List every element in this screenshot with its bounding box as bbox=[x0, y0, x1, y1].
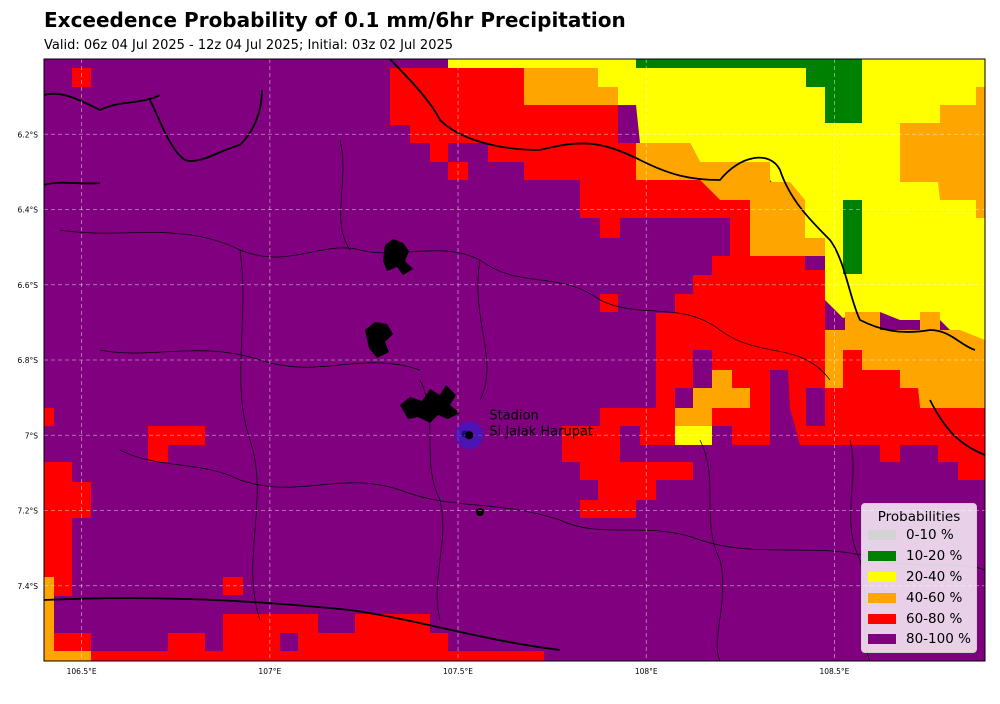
lat-tick-label: 6.8°S bbox=[18, 356, 39, 365]
gridlines bbox=[44, 59, 985, 661]
lon-tick-label: 107.5°E bbox=[443, 667, 473, 676]
legend-swatch bbox=[868, 571, 896, 582]
station-label-line1: Stadion bbox=[489, 408, 538, 423]
legend-item: 80-100 % bbox=[862, 629, 976, 650]
legend-items: 0-10 % 10-20 % 20-40 % 40-60 % 60-80 % 80-100… bbox=[862, 525, 976, 650]
legend-label: 60-80 % bbox=[906, 610, 963, 627]
legend-item: 40-60 % bbox=[862, 587, 976, 608]
region-20-40-spot bbox=[675, 426, 712, 445]
legend-swatch bbox=[868, 551, 896, 562]
region-40-60-sw2 bbox=[44, 614, 91, 661]
lat-tick-label: 6.2°S bbox=[18, 130, 39, 139]
legend-label: 10-20 % bbox=[906, 548, 963, 565]
legend-label: 0-10 % bbox=[906, 527, 954, 544]
legend-title: Probabilities bbox=[877, 509, 961, 525]
lat-tick-label: 7°S bbox=[25, 431, 39, 440]
legend-item: 0-10 % bbox=[862, 525, 976, 546]
legend-label: 80-100 % bbox=[906, 631, 971, 648]
coastline bbox=[44, 59, 985, 651]
station-label-line2: Si Jalak Harupat bbox=[489, 424, 593, 439]
region-10-20-north bbox=[636, 59, 862, 123]
region-40-60-coast bbox=[636, 143, 825, 256]
region-60-80-patch5 bbox=[72, 68, 91, 87]
region-60-80-sw bbox=[44, 462, 544, 661]
map-subtitle: Valid: 06z 04 Jul 2025 - 12z 04 Jul 2025… bbox=[44, 38, 454, 53]
lon-tick-label: 106.5°E bbox=[67, 667, 97, 676]
legend-item: 60-80 % bbox=[862, 608, 976, 629]
axis-ticks: 106.5°E 107°E 107.5°E 108°E 108.5°E 6.2°S 6.4°… bbox=[18, 130, 850, 676]
station-marker[interactable]: Stadion Si Jalak Harupat bbox=[455, 408, 593, 450]
station-point-icon bbox=[465, 431, 474, 440]
region-60-80-patch4 bbox=[44, 408, 54, 426]
lon-tick-label: 107°E bbox=[258, 667, 281, 676]
lat-tick-label: 7.4°S bbox=[18, 582, 39, 591]
legend-item: 10-20 % bbox=[862, 546, 976, 567]
region-10-20-strip bbox=[843, 200, 862, 274]
lon-tick-label: 108.5°E bbox=[819, 667, 849, 676]
legend-swatch bbox=[868, 613, 896, 624]
legend-swatch bbox=[868, 592, 896, 603]
lat-tick-label: 7.2°S bbox=[18, 507, 39, 516]
terrain-marks bbox=[365, 239, 484, 516]
region-80-100-patch bbox=[280, 633, 298, 651]
map-title: Exceedence Probability of 0.1 mm/6hr Pre… bbox=[44, 8, 626, 32]
plot-frame bbox=[43, 58, 986, 662]
region-60-80-west bbox=[148, 426, 205, 462]
legend: Probabilities 0-10 % 10-20 % 20-40 % 40-60 … bbox=[861, 503, 977, 653]
region-60-80-patch1 bbox=[600, 294, 618, 312]
legend-swatch bbox=[868, 530, 896, 541]
legend-label: 20-40 % bbox=[906, 568, 963, 585]
lon-tick-label: 108°E bbox=[635, 667, 658, 676]
lat-tick-label: 6.6°S bbox=[18, 281, 39, 290]
region-40-60-ne bbox=[524, 68, 618, 105]
region-60-80-east-coast bbox=[806, 350, 985, 480]
region-40-60-east bbox=[900, 87, 985, 218]
legend-label: 40-60 % bbox=[906, 589, 963, 606]
region-40-60-sw bbox=[44, 577, 54, 614]
lat-tick-label: 6.4°S bbox=[18, 206, 39, 215]
legend-swatch bbox=[868, 634, 896, 645]
legend-item: 20-40 % bbox=[862, 567, 976, 588]
